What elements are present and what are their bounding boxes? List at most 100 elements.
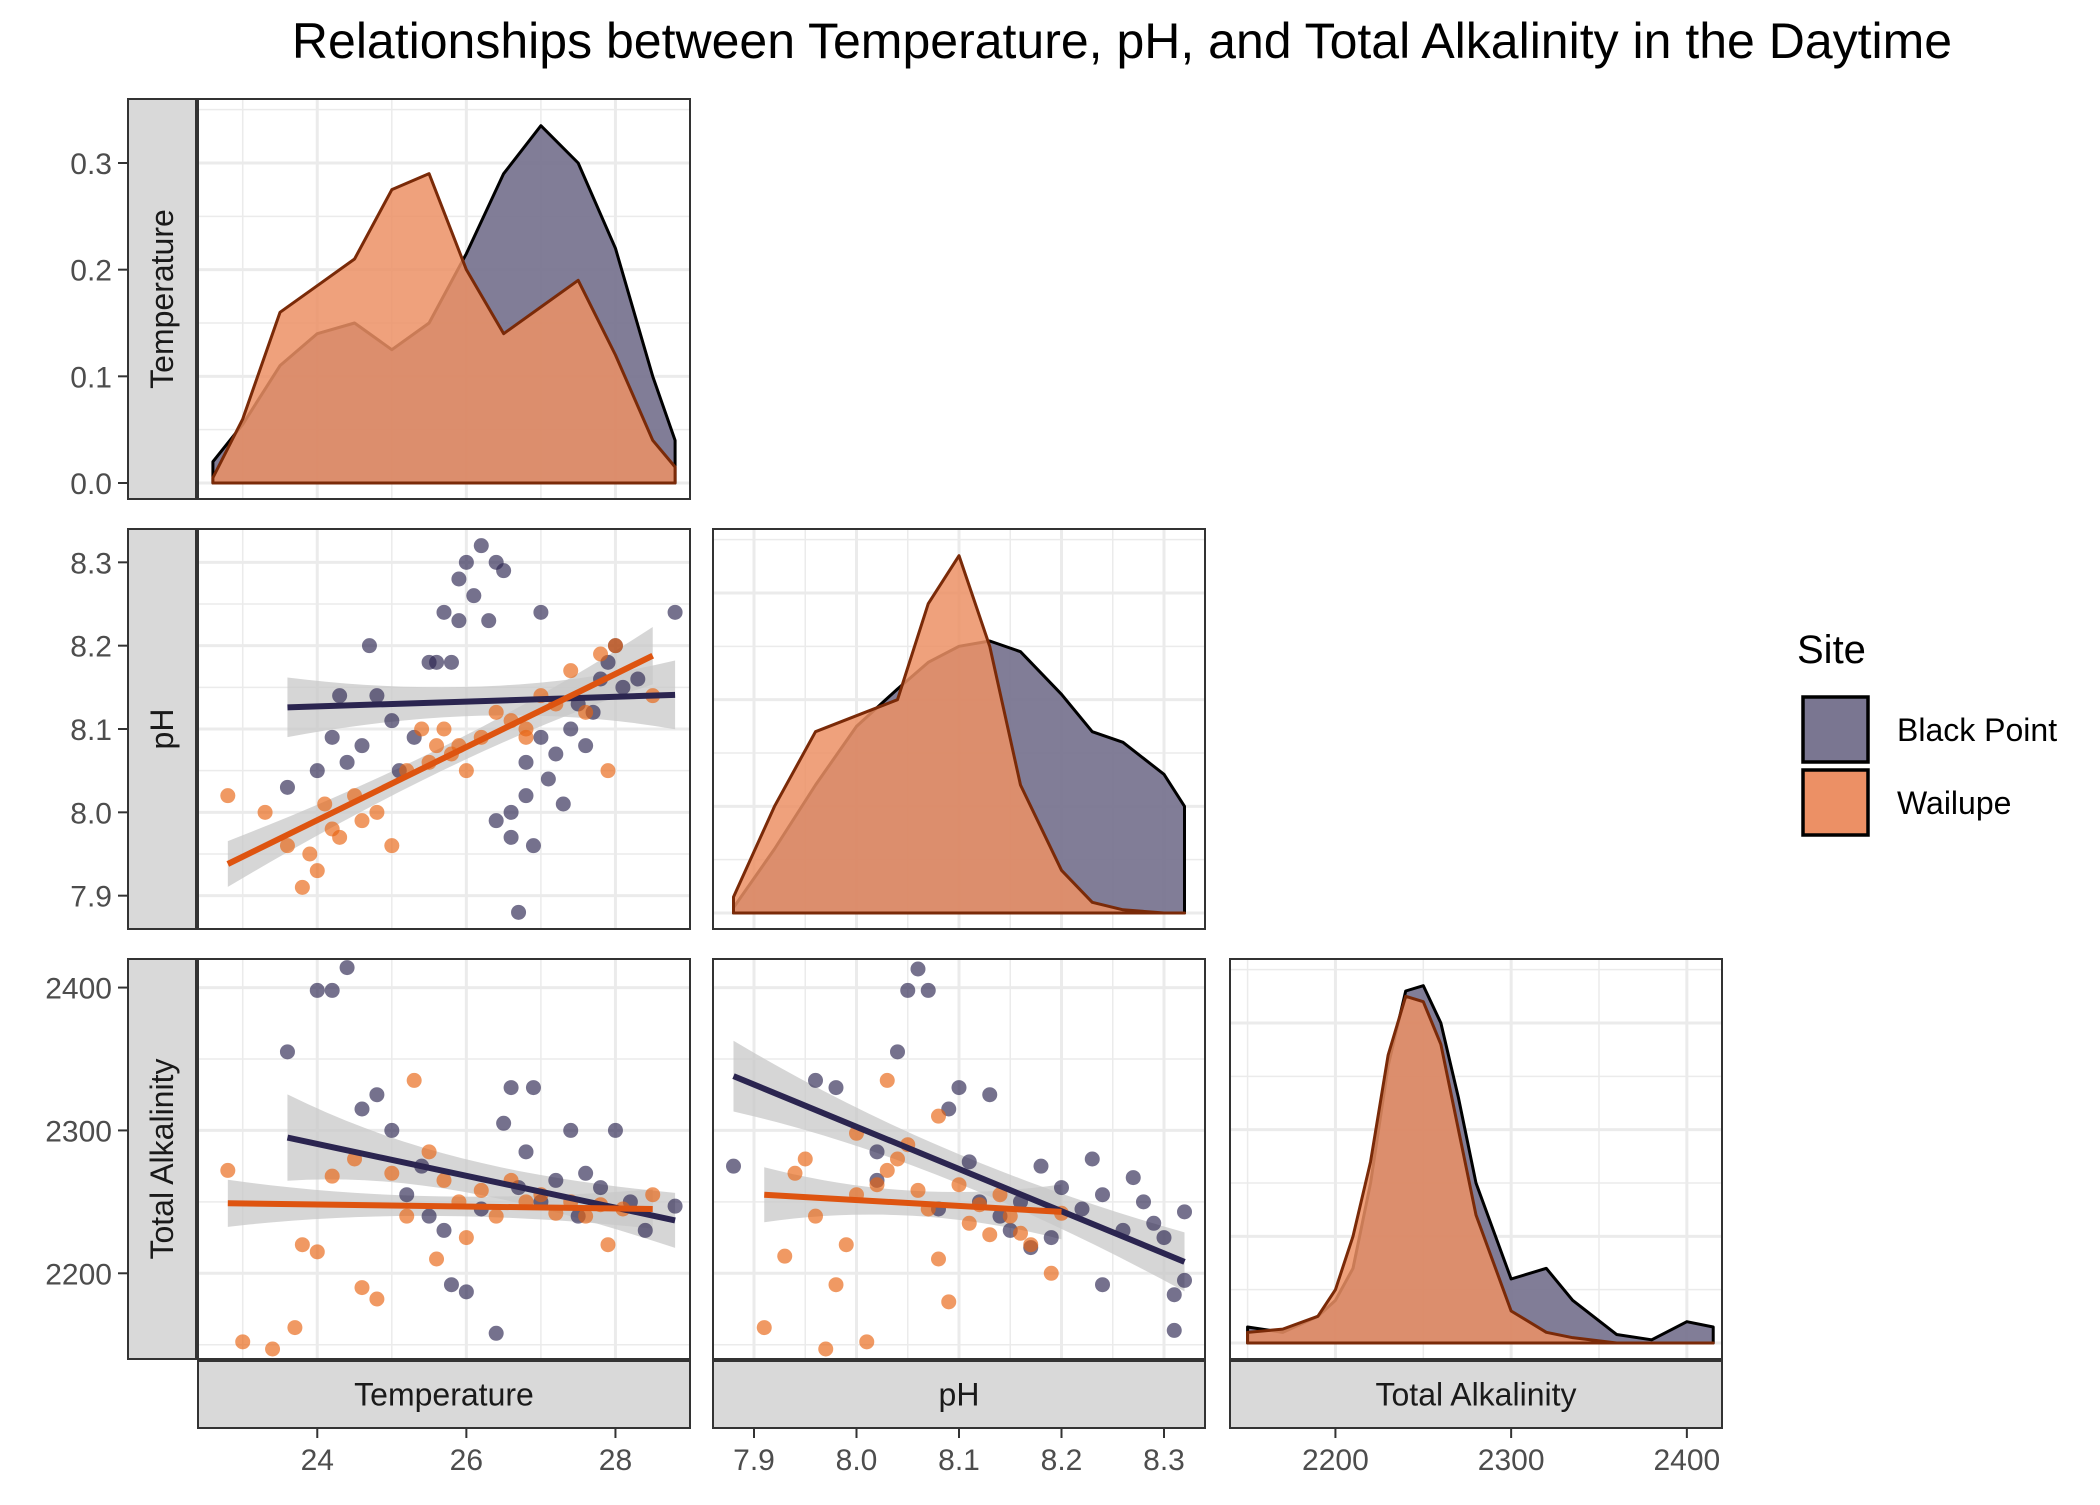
scatter-point-black-point	[518, 1144, 534, 1160]
scatter-point-wailupe	[406, 1072, 422, 1088]
scatter-point-black-point	[429, 654, 445, 670]
scatter-point-wailupe	[458, 1230, 474, 1246]
panel-border	[197, 98, 691, 500]
panel-temperature-vs-temperature	[197, 98, 691, 500]
regression-line-wailupe	[227, 1200, 653, 1212]
scatter-point-black-point	[339, 960, 355, 976]
scatter-point-wailupe	[931, 1251, 946, 1267]
scatter-point-black-point	[1043, 1230, 1059, 1246]
scatter-point-wailupe	[309, 863, 325, 879]
scatter-point-wailupe	[756, 1320, 772, 1336]
scatter-point-wailupe	[332, 829, 348, 845]
x-tick-label: 28	[599, 1444, 632, 1477]
scatter-point-wailupe	[294, 879, 310, 895]
scatter-point-black-point	[1033, 1158, 1049, 1174]
column-strip-total-alkalinity	[1229, 1360, 1723, 1429]
scatter-point-wailupe	[879, 1162, 895, 1178]
column-strip-ph	[712, 1360, 1206, 1429]
row-strip-label: pH	[144, 709, 180, 750]
scatter-point-wailupe	[787, 1165, 803, 1181]
scatter-point-black-point	[1095, 1277, 1110, 1293]
y-tick-label: 7.9	[70, 881, 112, 914]
scatter-point-black-point	[496, 1115, 512, 1131]
scatter-point-black-point	[324, 729, 340, 745]
scatter-point-black-point	[961, 1154, 977, 1170]
scatter-point-wailupe	[869, 1177, 885, 1193]
column-strip-label: Temperature	[354, 1377, 534, 1413]
scatter-point-wailupe	[992, 1187, 1008, 1203]
scatter-point-wailupe	[294, 1237, 310, 1253]
x-tick-label: 8.0	[836, 1444, 878, 1477]
y-tick-label: 0.0	[70, 468, 112, 501]
scatter-point-wailupe	[369, 1291, 385, 1307]
scatter-point-black-point	[1156, 1230, 1172, 1246]
scatter-point-wailupe	[982, 1227, 998, 1243]
y-tick-label: 2300	[45, 1115, 112, 1148]
scatter-point-wailupe	[317, 796, 333, 812]
scatter-point-black-point	[369, 688, 385, 704]
scatter-point-black-point	[399, 1187, 415, 1203]
scatter-point-black-point	[354, 1101, 370, 1117]
legend-label-wailupe: Wailupe	[1897, 785, 2011, 821]
chart-title: Relationships between Temperature, pH, a…	[292, 13, 1952, 69]
scatter-point-wailupe	[518, 721, 534, 737]
x-tick-label: 24	[301, 1444, 334, 1477]
scatter-point-black-point	[920, 982, 936, 998]
panel-data	[1246, 984, 1715, 1345]
scatter-point-wailupe	[931, 1108, 946, 1124]
row-strip-ph	[127, 528, 197, 930]
scatter-point-black-point	[369, 1087, 385, 1103]
scatter-point-wailupe	[302, 846, 318, 862]
y-axis-row-1: 0.0 0.1 0.2 0.3	[70, 148, 128, 501]
scatter-point-black-point	[593, 1180, 609, 1196]
scatter-point-wailupe	[797, 1151, 813, 1167]
scatter-point-black-point	[1084, 1151, 1100, 1167]
scatter-point-black-point	[563, 721, 579, 737]
scatter-point-wailupe	[279, 838, 295, 854]
scatter-point-black-point	[503, 829, 519, 845]
x-tick-label: 2400	[1653, 1444, 1720, 1477]
scatter-point-wailupe	[429, 738, 445, 754]
panel-total-alkalinity-vs-temperature	[197, 958, 691, 1360]
scatter-point-black-point	[1177, 1272, 1192, 1288]
y-tick-label: 2400	[45, 973, 112, 1006]
scatter-point-black-point	[1166, 1287, 1182, 1303]
scatter-point-black-point	[951, 1080, 967, 1096]
scatter-point-black-point	[511, 904, 527, 920]
legend: Site Black Point Wailupe	[1797, 628, 2057, 837]
scatter-point-wailupe	[429, 1251, 445, 1267]
x-tick-label: 8.1	[938, 1444, 980, 1477]
scatter-point-wailupe	[818, 1341, 834, 1357]
scatter-point-black-point	[533, 604, 549, 620]
scatter-point-black-point	[488, 813, 504, 829]
regression-line-black-point	[732, 1073, 1186, 1265]
panel-border	[197, 958, 691, 1360]
scatter-point-black-point	[481, 613, 497, 629]
scatter-point-black-point	[324, 982, 340, 998]
panel-border	[197, 528, 691, 930]
scatter-point-wailupe	[220, 788, 236, 804]
scatter-point-black-point	[496, 563, 512, 579]
scatter-point-wailupe	[1043, 1265, 1059, 1281]
scatter-point-black-point	[1146, 1215, 1162, 1231]
scatter-point-black-point	[488, 1325, 504, 1341]
scatter-point-black-point	[548, 746, 564, 762]
scatter-point-wailupe	[941, 1294, 957, 1310]
scatter-point-black-point	[466, 588, 482, 604]
scatter-point-black-point	[1136, 1194, 1151, 1210]
legend-key-wailupe	[1801, 768, 1870, 837]
density-wailupe	[732, 554, 1186, 915]
density-wailupe	[1246, 994, 1715, 1345]
panel-data	[726, 961, 1192, 1357]
row-strip-label: Temperature	[144, 209, 180, 389]
scatter-point-wailupe	[369, 804, 385, 820]
panel-data	[211, 124, 677, 485]
scatter-point-wailupe	[436, 1172, 452, 1188]
y-tick-label: 8.1	[70, 714, 112, 747]
panel-data	[220, 960, 683, 1357]
scatter-point-black-point	[518, 788, 534, 804]
scatter-point-wailupe	[879, 1072, 895, 1088]
scatter-point-black-point	[525, 1080, 541, 1096]
scatter-point-black-point	[1074, 1201, 1090, 1217]
scatter-point-black-point	[451, 571, 467, 587]
